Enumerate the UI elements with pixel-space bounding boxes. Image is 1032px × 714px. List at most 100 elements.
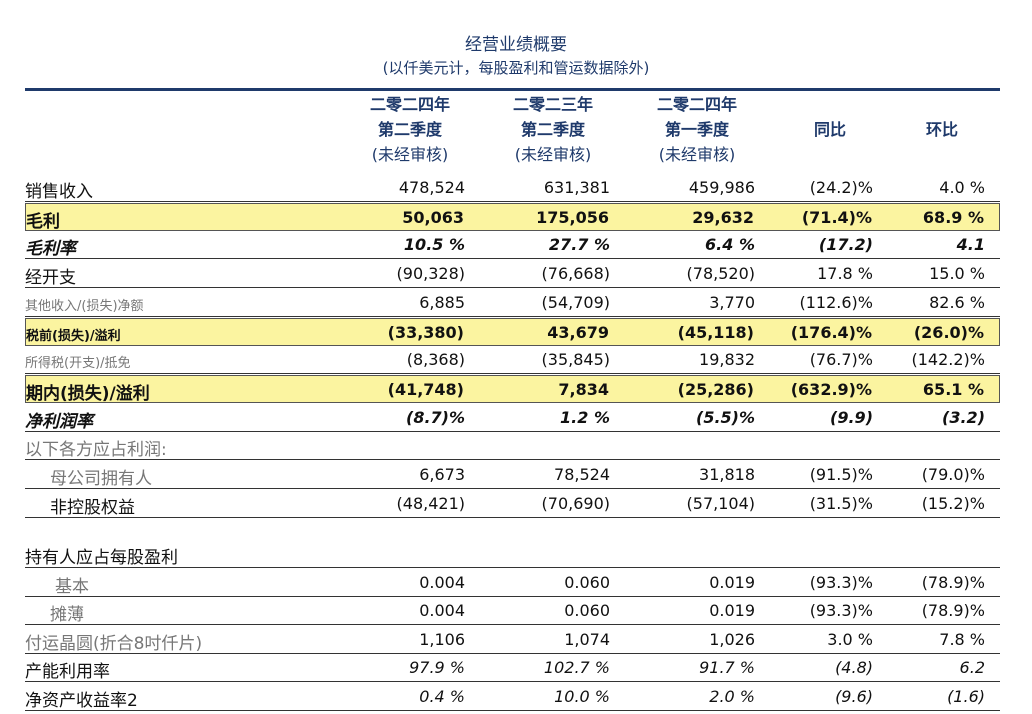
cell: (176.4)% (790, 322, 872, 342)
cell: (76.7)% (809, 350, 873, 370)
cell: 97.9 % (409, 658, 465, 677)
header-line: 第二季度 (520, 120, 585, 139)
header-line: 第一季度 (664, 120, 729, 139)
row-label: 经开支 (25, 268, 76, 289)
cell: (93.3)% (809, 601, 873, 620)
table-row: 净资产收益率2 0.4 % 10.0 % 2.0 % (9.6) (1.6) (25, 683, 1000, 711)
cell: 7.8 % (939, 629, 985, 649)
header-line: 第二季度 (377, 120, 442, 139)
cell: (9.6) (835, 686, 873, 706)
cell: 4.0 % (939, 178, 985, 197)
cell: (41,748) (387, 379, 464, 399)
cell: 0.004 (419, 601, 465, 620)
table-row: 产能利用率 97.9 % 102.7 % 91.7 % (4.8) 6.2 (25, 654, 1000, 682)
cell: (57,104) (686, 493, 755, 513)
cell: 78,524 (554, 465, 610, 484)
cell: (4.8) (835, 658, 873, 677)
cell: 175,056 (536, 207, 609, 227)
cell: 0.019 (709, 601, 755, 620)
table-row: 以下各方应占利润: (25, 432, 1000, 461)
cell: 6.4 % (705, 235, 755, 255)
table-row: 摊薄 0.004 0.060 0.019 (93.3)% (78.9)% (25, 597, 1000, 625)
cell: 2.0 % (709, 686, 755, 706)
cell: 10.5 % (403, 235, 465, 255)
cell: (24.2)% (809, 178, 873, 197)
cell: (76,668) (541, 264, 610, 284)
cell: (48,421) (396, 493, 465, 513)
table-row: 持有人应占每股盈利 (25, 540, 1000, 568)
row-label: 净资产收益率2 (25, 690, 138, 711)
row-label: 非控股权益 (50, 497, 135, 518)
cell: 1.2 % (560, 407, 610, 427)
cell: 19,832 (699, 350, 755, 370)
cell: (35,845) (541, 350, 610, 370)
cell: 31,818 (699, 465, 755, 484)
cell: 29,632 (692, 207, 754, 227)
cell: (90,328) (396, 264, 465, 284)
row-label: 税前(损失)/溢利 (26, 328, 121, 344)
header-line: (未经审核) (514, 145, 592, 164)
column-header: 环比 (862, 117, 1022, 142)
cell: 4.1 (956, 235, 985, 255)
cell: 27.7 % (548, 235, 610, 255)
cell: 91.7 % (699, 658, 755, 677)
cell: (91.5)% (809, 465, 873, 484)
cell: 15.0 % (929, 264, 985, 284)
table-row: 所得税(开支)/抵免 (8,368) (35,845) 19,832 (76.7)% (1… (25, 346, 1000, 375)
header-line: (未经审核) (658, 145, 736, 164)
title: 经营业绩概要 (465, 35, 567, 55)
row-label: 净利润率 (25, 411, 93, 432)
cell: 6.2 (959, 658, 985, 677)
row-label: 所得税(开支)/抵免 (25, 356, 131, 372)
cell: (71.4)% (801, 207, 872, 227)
table-row: 销售收入 478,524 631,381 459,986 (24.2)% 4.0 % (25, 174, 1000, 202)
cell: (79.0)% (921, 465, 985, 484)
cell: 0.4 % (419, 686, 465, 706)
header-line: 二零二四年 (656, 95, 737, 114)
cell: 6,673 (419, 465, 465, 484)
cell: (9.9) (830, 407, 873, 427)
cell: 43,679 (547, 322, 609, 342)
cell: 0.060 (564, 572, 610, 592)
cell: (17.2) (818, 235, 873, 255)
cell: (93.3)% (809, 572, 873, 592)
cell: (45,118) (677, 322, 754, 342)
cell: (54,709) (541, 292, 610, 312)
cell: 631,381 (543, 178, 610, 197)
row-label: 以下各方应占利润: (25, 440, 167, 461)
table-row: 经开支 (90,328) (76,668) (78,520) 17.8 % 15.0 % (25, 260, 1000, 289)
cell: (142.2)% (911, 350, 986, 370)
cell: 102.7 % (543, 658, 610, 677)
header-line: 二零二四年 (369, 95, 450, 114)
table-row: 毛利 50,063 175,056 29,632 (71.4)% 68.9 % (25, 202, 1000, 232)
header-line: 环比 (925, 120, 958, 139)
cell: 0.004 (419, 572, 465, 592)
row-label: 毛利率 (25, 239, 76, 260)
row-label: 母公司拥有人 (50, 469, 152, 489)
cell: (78.9)% (921, 572, 985, 592)
row-label: 摊薄 (50, 605, 84, 625)
cell: 1,074 (564, 629, 610, 649)
header-line: (未经审核) (371, 145, 449, 164)
row-label: 付运晶圆(折合8吋仟片) (25, 633, 203, 654)
cell: 68.9 % (922, 207, 984, 227)
column-header: 同比 (750, 117, 910, 142)
row-label: 基本 (55, 576, 89, 597)
cell: 1,026 (709, 629, 755, 649)
cell: (25,286) (677, 379, 754, 399)
table-row: 其他收入/(损失)净额 6,885 (54,709) 3,770 (112.6)% 82.… (25, 289, 1000, 317)
cell: 6,885 (419, 292, 465, 312)
cell: (70,690) (541, 493, 610, 513)
cell: (1.6) (947, 686, 985, 706)
row-label: 持有人应占每股盈利 (25, 548, 178, 568)
cell: 3.0 % (827, 629, 873, 649)
cell: (78,520) (686, 264, 755, 284)
cell: 3,770 (709, 292, 755, 312)
row-label: 期内(损失)/溢利 (26, 383, 150, 404)
subtitle: (以仟美元计，每股盈利和管运数据除外) (382, 59, 650, 77)
cell: 478,524 (398, 178, 465, 197)
cell: (112.6)% (799, 292, 874, 312)
cell: (33,380) (387, 322, 464, 342)
cell: (15.2)% (921, 493, 985, 513)
